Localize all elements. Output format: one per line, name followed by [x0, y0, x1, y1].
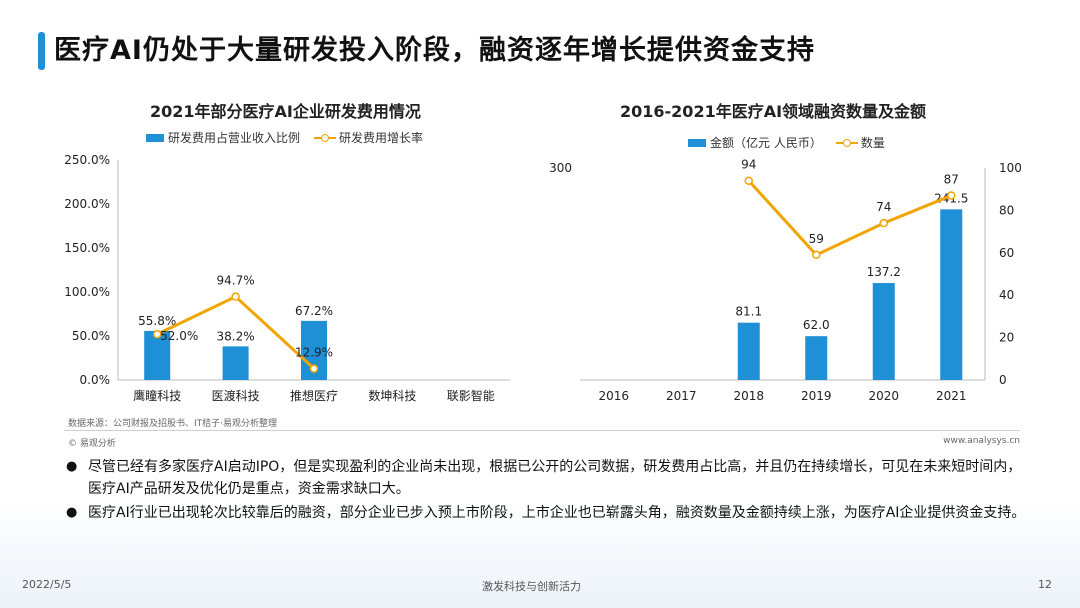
right-chart-legend: 金额（亿元 人民币） 数量	[688, 134, 885, 151]
right-bar-label: 81.1	[735, 305, 762, 319]
left-chart-legend: 研发费用占营业收入比例 研发费用增长率	[146, 129, 423, 146]
legend-bar-swatch	[688, 138, 706, 147]
legend-line-swatch	[835, 138, 858, 147]
right-bar-label: 62.0	[803, 318, 830, 332]
right-bar	[872, 283, 895, 380]
bullet-dot-icon: ●	[66, 459, 78, 474]
footer-slogan: 激发科技与创新活力	[482, 580, 581, 593]
right-y-tick-label: 20	[999, 331, 1014, 345]
left-bar	[222, 346, 249, 380]
footer-divider	[64, 430, 1020, 431]
right-x-tick-label: 2020	[868, 389, 899, 403]
data-source-note: 数据来源：公司财报及招股书、IT桔子·易观分析整理	[68, 419, 278, 429]
left-y-tick-label: 0.0%	[80, 373, 111, 387]
right-y-tick-label: 100	[999, 161, 1022, 175]
left-line-label: 94.7%	[217, 274, 255, 288]
legend-bar-label: 研发费用占营业收入比例	[168, 131, 301, 145]
right-x-tick-label: 2016	[598, 389, 629, 403]
left-bar-label: 38.2%	[217, 329, 255, 343]
left-bar-label: 55.8%	[138, 314, 176, 328]
left-bar	[144, 330, 171, 380]
bullet-list: ● 尽管已经有多家医疗AI启动IPO，但是实现盈利的企业尚未出现，根据已公开的公…	[66, 456, 1034, 526]
bullet-text: 医疗AI行业已出现轮次比较靠后的融资，部分企业已步入预上市阶段，上市企业也已崭露…	[88, 505, 1026, 521]
left-x-tick-label: 联影智能	[447, 388, 495, 403]
right-chart-title: 2016-2021年医疗AI领域融资数量及金额	[620, 102, 927, 121]
right-count-line	[747, 179, 952, 257]
footer-date: 2022/5/5	[22, 578, 72, 591]
right-y-tick-label: 80	[999, 203, 1014, 217]
right-line-point	[744, 176, 753, 185]
right-y-tick-label: 0	[999, 373, 1007, 387]
right-y-tick-label: 60	[999, 246, 1014, 260]
left-line-point	[231, 292, 240, 301]
legend-line-swatch	[314, 133, 337, 142]
left-line-point	[309, 364, 319, 373]
right-x-tick-label: 2018	[733, 389, 764, 403]
left-y-tick-label: 250.0%	[64, 153, 110, 167]
legend-line-label: 数量	[860, 136, 885, 150]
background-skyline	[0, 498, 1080, 608]
right-line-label: 59	[809, 232, 824, 246]
copyright-note: © 易观分析	[68, 439, 116, 449]
bullet-dot-icon: ●	[66, 505, 78, 520]
right-left-tick-label: 300	[549, 161, 572, 175]
right-bar	[940, 209, 963, 380]
right-line-label: 87	[944, 173, 959, 187]
left-line-label: 52.0%	[160, 329, 198, 343]
legend-bar-label: 金额（亿元 人民币）	[710, 136, 822, 150]
right-bar	[737, 322, 760, 380]
left-y-tick-label: 100.0%	[64, 285, 110, 299]
legend-bar-swatch	[146, 133, 164, 142]
website-link[interactable]: www.analysys.cn	[943, 436, 1020, 446]
right-line-label: 94	[741, 158, 756, 172]
right-y-tick-label: 40	[999, 288, 1014, 302]
bullet-item: ● 医疗AI行业已出现轮次比较靠后的融资，部分企业已步入预上市阶段，上市企业也已…	[66, 502, 1034, 524]
right-x-tick-label: 2019	[801, 389, 832, 403]
right-bar-label: 137.2	[867, 265, 901, 279]
right-line-point	[947, 191, 956, 200]
right-x-tick-label: 2017	[666, 389, 697, 403]
right-line-label: 74	[876, 200, 891, 214]
bullet-text: 尽管已经有多家医疗AI启动IPO，但是实现盈利的企业尚未出现，根据已公开的公司数…	[88, 459, 1022, 497]
left-y-tick-label: 200.0%	[64, 197, 110, 211]
bullet-item: ● 尽管已经有多家医疗AI启动IPO，但是实现盈利的企业尚未出现，根据已公开的公…	[66, 456, 1034, 500]
page-title: 医疗AI仍处于大量研发投入阶段，融资逐年增长提供资金支持	[54, 35, 815, 66]
left-y-tick-label: 150.0%	[64, 241, 110, 255]
left-bar-label: 67.2%	[295, 304, 333, 318]
left-x-tick-label: 鹰瞳科技	[133, 388, 181, 403]
left-chart-title: 2021年部分医疗AI企业研发费用情况	[150, 102, 421, 121]
right-bar	[805, 336, 828, 380]
left-x-tick-label: 数坤科技	[368, 388, 416, 403]
left-y-tick-label: 50.0%	[72, 329, 110, 343]
left-line-point	[152, 329, 162, 339]
right-line-point	[879, 218, 888, 228]
title-accent-bar	[38, 32, 45, 70]
legend-line-label: 研发费用增长率	[339, 131, 424, 145]
left-x-tick-label: 医渡科技	[212, 388, 260, 403]
right-line-point	[812, 250, 821, 260]
page-number: 12	[1038, 578, 1052, 591]
right-x-tick-label: 2021	[936, 389, 967, 403]
left-line-label: 12.9%	[295, 346, 333, 360]
left-x-tick-label: 推想医疗	[290, 388, 338, 403]
